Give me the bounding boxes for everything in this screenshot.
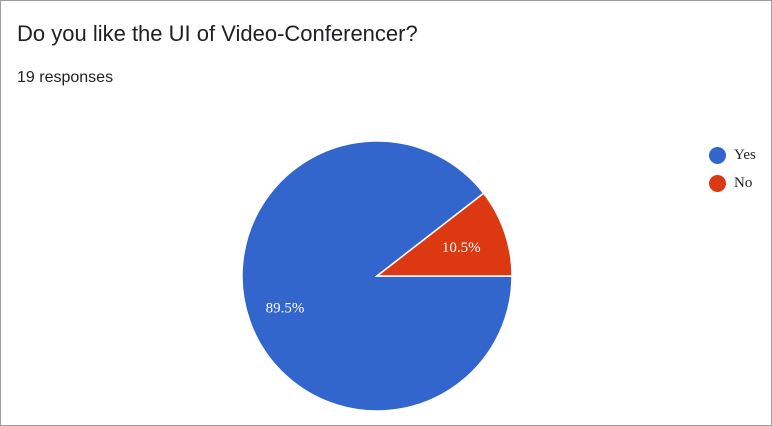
slice-label-no: 10.5% [442,240,481,256]
legend-swatch-yes [709,146,726,164]
legend-label-yes: Yes [734,146,756,163]
legend-swatch-no [709,174,726,192]
question-title: Do you like the UI of Video-Conferencer? [17,21,418,46]
pie-slice-no[interactable] [374,192,513,277]
slice-label-yes: 89.5% [266,300,305,316]
response-count: 19 responses [17,69,114,86]
legend-label-no: No [734,174,753,191]
legend: Yes No [709,141,756,197]
legend-item-no[interactable]: No [709,169,756,197]
legend-item-yes[interactable]: Yes [709,141,756,169]
